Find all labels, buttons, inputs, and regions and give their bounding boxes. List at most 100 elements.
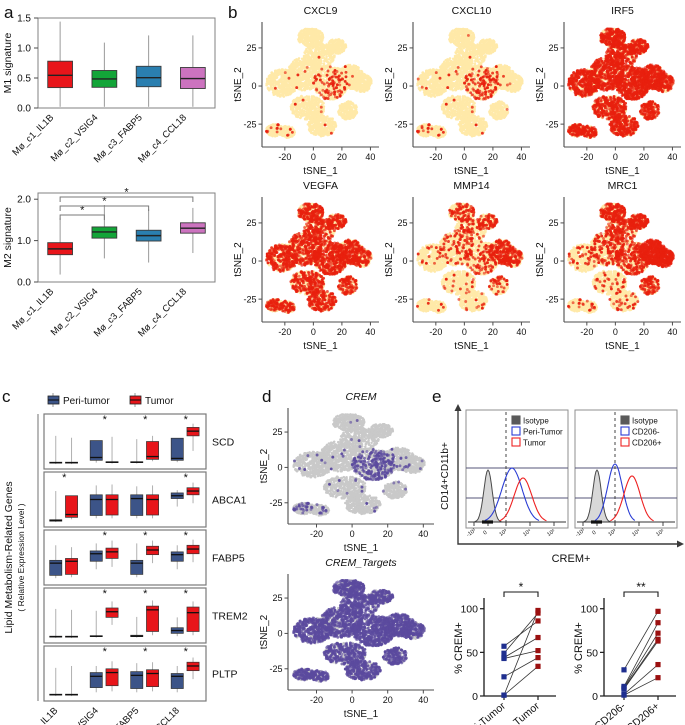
tsne-plot-title: CREM	[346, 391, 377, 403]
tsne-plot-title: MRC1	[608, 180, 638, 192]
m2-signature-boxplot: 0.01.02.0M2 signature ***Mø_c1_IL1BMø_c2_…	[0, 185, 225, 360]
y-axis-title: M1 signature	[2, 32, 14, 93]
x-tick-label: 40	[516, 152, 526, 162]
x-tick-label: 0	[613, 327, 618, 337]
boxplot-box	[48, 22, 73, 107]
flow-legend-swatch	[512, 438, 520, 446]
panel-c-lipid-boxplots: Peri-tumor Tumor* * *SCD* *ABCA1* * *FABP5* * *T…	[0, 392, 258, 725]
x-tick-label: 20	[383, 529, 393, 539]
y-tick-label: 25	[246, 43, 256, 53]
legend-label: Peri-tumor	[63, 396, 110, 407]
flow-x-tick-label: 10⁴	[522, 527, 533, 538]
panel-c-legend: Peri-tumor Tumor	[48, 393, 174, 407]
pair-connector	[504, 658, 538, 677]
data-point	[621, 693, 626, 698]
x-tick-label: 20	[488, 152, 498, 162]
y-tick-label: -25	[243, 294, 256, 304]
boxplot-box	[92, 43, 117, 107]
y-tick-label: 25	[272, 593, 282, 603]
y-tick-label: 0.0	[17, 278, 31, 289]
significance-marker: *	[103, 646, 108, 658]
flow-legend-label: Tumor	[523, 439, 546, 448]
flow-x-tick-label: -10³	[575, 528, 587, 539]
x-tick-label: -20	[278, 152, 291, 162]
y-tick-label: 50	[466, 647, 478, 659]
flow-x-tick-label: 10⁴	[631, 527, 642, 538]
pair-connector	[504, 610, 538, 695]
y-tick-label: 0	[592, 691, 598, 703]
y-axis-title: tSNE_2	[259, 448, 270, 483]
x-tick-label: 0	[462, 327, 467, 337]
y-axis-title: tSNE_2	[535, 242, 546, 277]
data-point	[655, 662, 660, 667]
x-group-label: Peri-Tumor	[460, 700, 508, 725]
x-tick-label: 40	[418, 695, 428, 705]
flow-legend-label: Peri-Tumor	[523, 428, 563, 437]
data-point	[501, 656, 506, 661]
y-tick-label: -25	[545, 294, 558, 304]
x-tick-label: 0	[350, 695, 355, 705]
y-axis-title: % CREM+	[453, 622, 465, 674]
data-point	[501, 644, 506, 649]
boxplot-box	[187, 607, 199, 631]
x-axis-arrowhead	[677, 541, 684, 548]
y-tick-label: -25	[394, 294, 407, 304]
y-tick-label: -25	[394, 119, 407, 129]
flow-x-tick-label: 10³	[498, 528, 508, 538]
flow-x-tick-label: 0	[482, 530, 488, 537]
flow-x-tick-label: 10⁵	[655, 527, 666, 538]
y-axis-title-line2: ( Relative Expression Level )	[16, 503, 26, 611]
significance-marker: *	[519, 580, 524, 594]
x-tick-label: 20	[337, 327, 347, 337]
data-point	[535, 664, 540, 669]
boxplot-box	[106, 495, 118, 515]
data-point	[535, 608, 540, 613]
x-tick-label: 40	[365, 152, 375, 162]
data-point	[655, 609, 660, 614]
x-tick-label: 0	[311, 327, 316, 337]
tsne-plot-title: CXCL10	[452, 5, 492, 17]
boxplot-box	[171, 552, 183, 561]
x-group-label: CD206+	[624, 700, 661, 725]
y-tick-label: -25	[545, 119, 558, 129]
x-tick-label: 20	[639, 152, 649, 162]
x-tick-label: 0	[350, 529, 355, 539]
y-tick-label: -25	[269, 498, 282, 508]
x-tick-label: -20	[580, 152, 593, 162]
data-point	[535, 655, 540, 660]
flow-y-axis-title: CD14+CD11b+	[440, 442, 451, 510]
y-axis-title: tSNE_2	[233, 242, 244, 277]
legend-label: Tumor	[145, 396, 174, 407]
data-point	[655, 631, 660, 636]
x-axis-title: tSNE_1	[344, 543, 379, 554]
m1-signature-boxplot: 0.00.51.01.5M1 signatureMø_c1_IL1BMø_c2_…	[0, 10, 225, 180]
tsne-points	[567, 28, 675, 140]
boxplot-box	[48, 218, 73, 275]
significance-marker: *	[184, 646, 189, 658]
data-point	[535, 648, 540, 653]
flow-x-axis-title: CREM+	[552, 553, 591, 565]
tsne-plot-title: MMP14	[453, 180, 489, 192]
gene-name-label: TREM2	[212, 611, 248, 623]
y-tick-label: 0.0	[17, 104, 31, 115]
x-group-label: Tumor	[511, 700, 542, 725]
x-tick-label: 20	[639, 327, 649, 337]
gene-name-label: SCD	[212, 437, 235, 449]
gene-row: * * *	[44, 646, 206, 701]
x-tick-label: 40	[418, 529, 428, 539]
data-point	[621, 686, 626, 691]
x-axis-title: tSNE_1	[303, 166, 338, 177]
flow-legend-swatch	[621, 427, 629, 435]
flow-x-tick-label: 10⁵	[546, 527, 557, 538]
x-axis-title: tSNE_1	[303, 341, 338, 352]
tsne-points	[292, 413, 425, 517]
panel-e-flow-and-dotplots: CD14+CD11b+CREM+-10³ 0 10³ 10⁴ 10⁵IsotypePer…	[434, 392, 685, 725]
